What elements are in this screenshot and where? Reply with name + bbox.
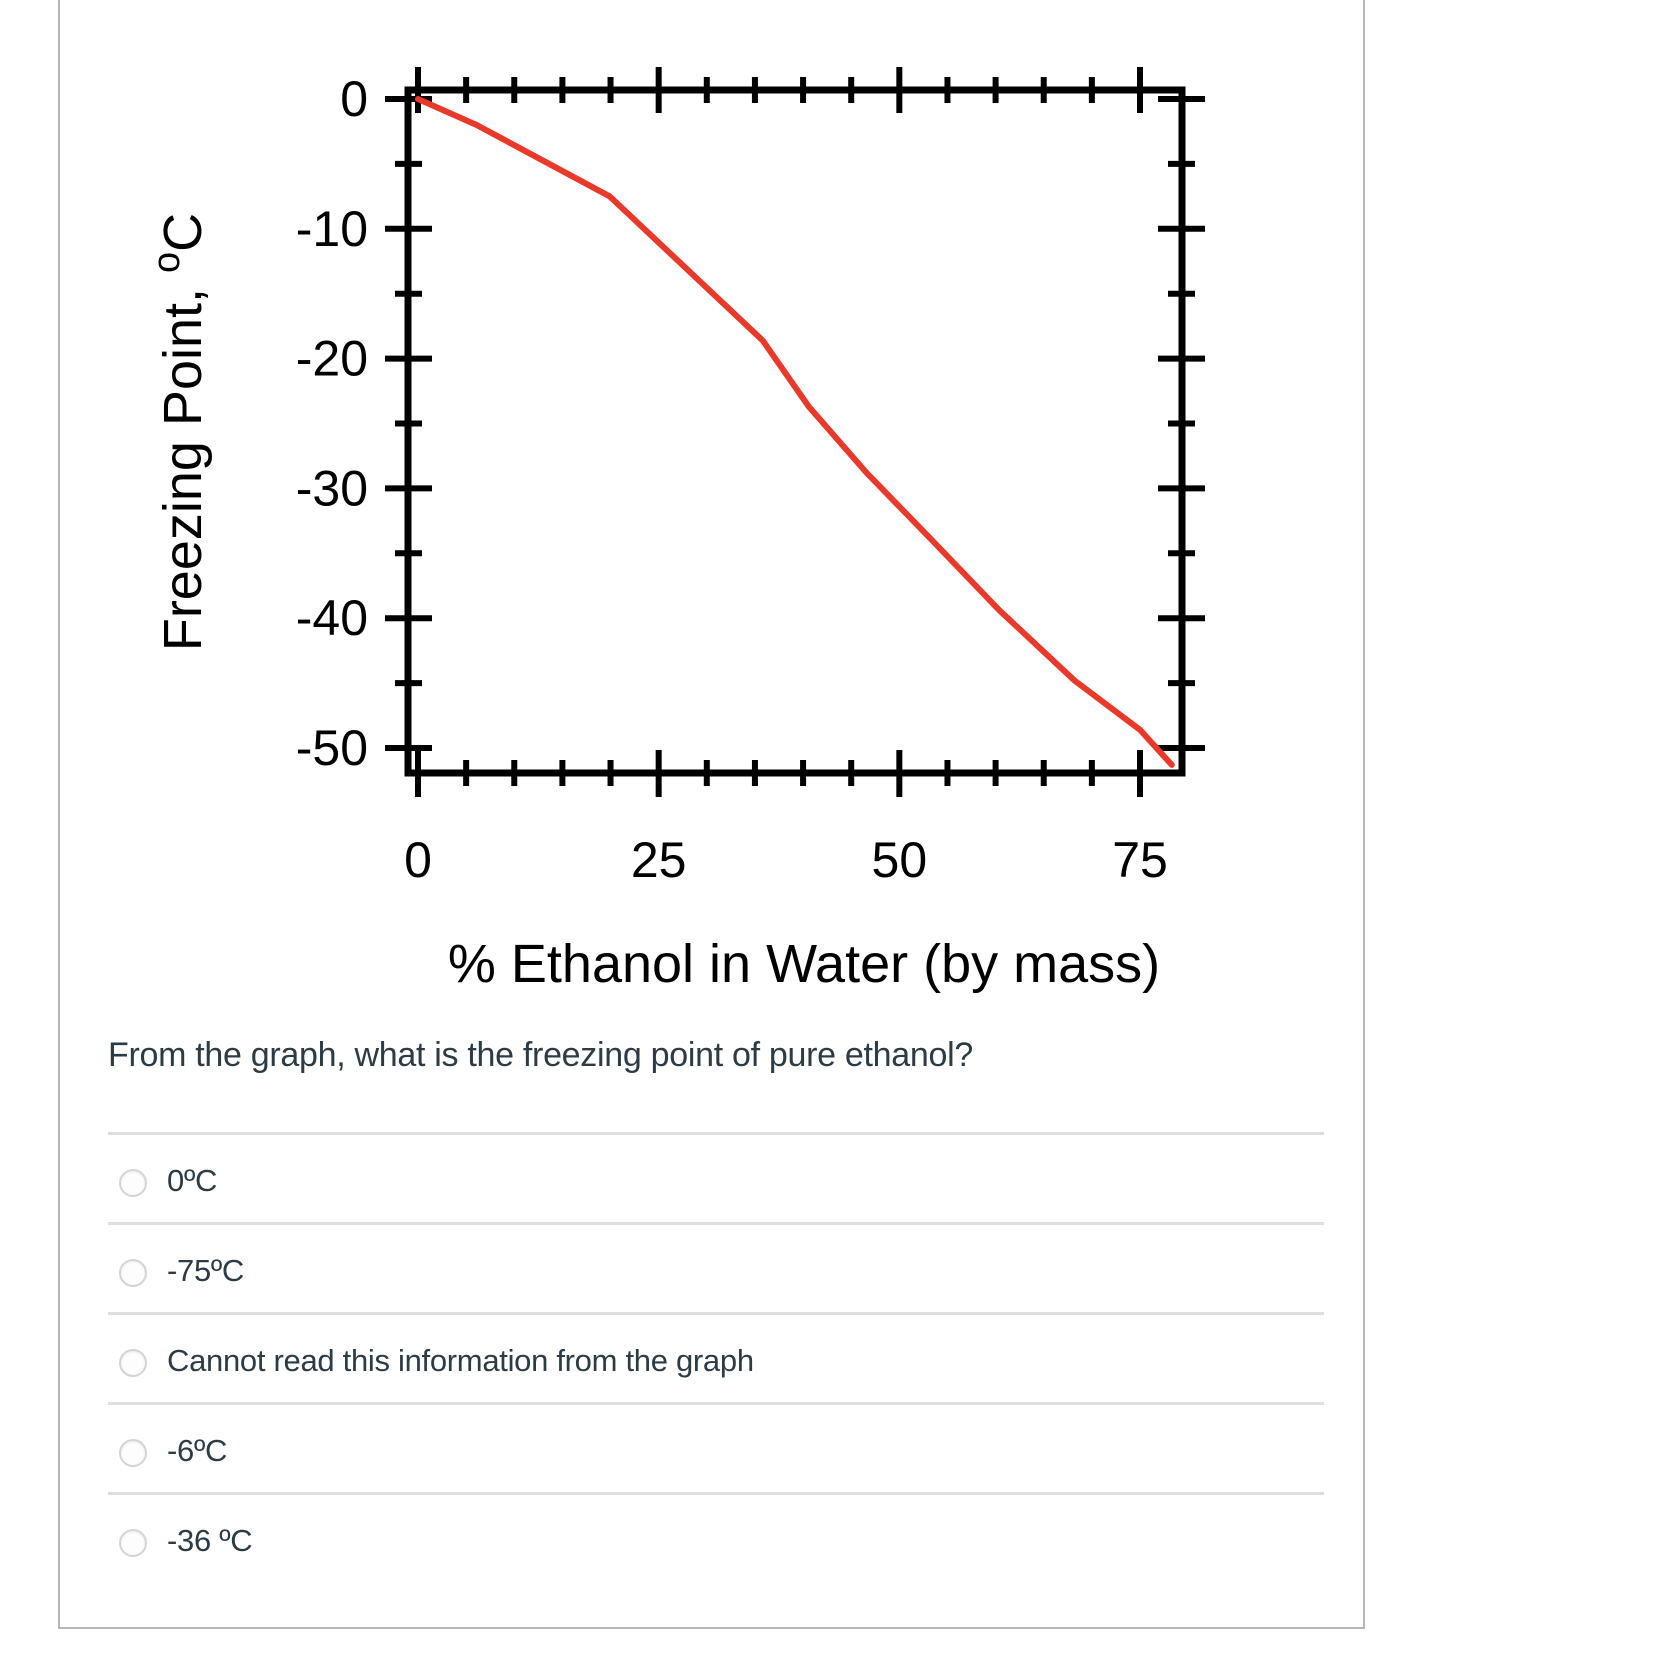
plot-frame <box>404 86 1186 777</box>
answer-label: -36 ºC <box>167 1523 253 1558</box>
answer-label: Cannot read this information from the gr… <box>167 1343 754 1378</box>
answer-option[interactable]: Cannot read this information from the gr… <box>108 1312 1324 1402</box>
y-axis-label: Freezing Point, oC <box>146 213 213 651</box>
answer-option[interactable]: -6ºC <box>108 1402 1324 1492</box>
radio-button[interactable] <box>119 1259 147 1287</box>
freezing-point-curve <box>415 96 1175 768</box>
y-tick-label: -40 <box>296 590 368 646</box>
x-tick-label: 50 <box>872 832 928 888</box>
data-line <box>415 96 1175 768</box>
y-tick-label: -50 <box>296 720 368 776</box>
plot-axes <box>385 67 1205 797</box>
radio-button[interactable] <box>119 1439 147 1467</box>
answer-option[interactable]: -75ºC <box>108 1222 1324 1312</box>
question-card <box>58 0 1365 1629</box>
radio-button[interactable] <box>119 1169 147 1197</box>
answer-label: 0ºC <box>167 1163 218 1198</box>
answer-label: -6ºC <box>167 1433 228 1468</box>
radio-button[interactable] <box>119 1349 147 1377</box>
axis-labels: 0 -10 -20 -30 -40 -50 0 25 50 75 % Ethanol in Wate… <box>146 71 1168 994</box>
x-tick-label: 25 <box>631 832 687 888</box>
freezing-point-chart: 0 -10 -20 -30 -40 -50 0 25 50 75 % Ethanol in Wate… <box>146 67 1205 994</box>
radio-button[interactable] <box>119 1529 147 1557</box>
y-tick-label: -30 <box>296 460 368 516</box>
y-tick-label: -20 <box>296 331 368 387</box>
x-tick-label: 75 <box>1112 832 1168 888</box>
answer-list: 0ºC -75ºC Cannot read this information f… <box>108 1132 1324 1582</box>
x-tick-label: 0 <box>404 832 432 888</box>
answer-option[interactable]: -36 ºC <box>108 1492 1324 1582</box>
answer-option[interactable]: 0ºC <box>108 1132 1324 1222</box>
y-tick-label: -10 <box>296 201 368 257</box>
question-text: From the graph, what is the freezing poi… <box>108 1036 973 1074</box>
x-axis-label: % Ethanol in Water (by mass) <box>448 934 1160 994</box>
answer-label: -75ºC <box>167 1253 245 1288</box>
y-tick-label: 0 <box>340 71 368 127</box>
